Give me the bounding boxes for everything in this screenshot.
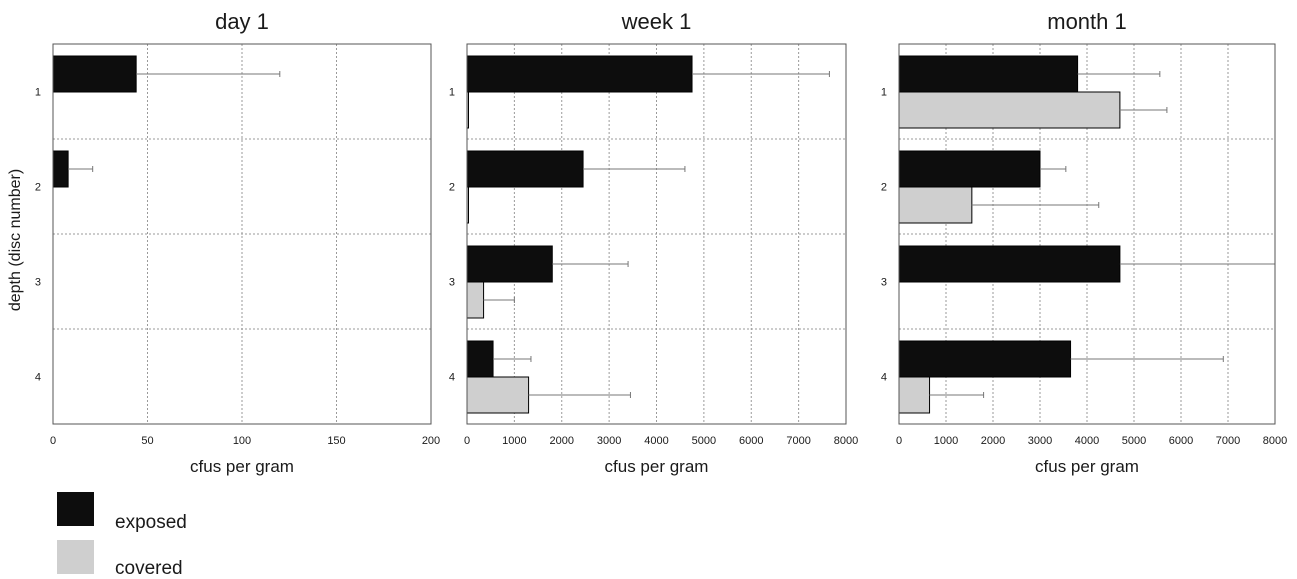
y-tick-label: 4: [449, 372, 455, 384]
panel-month-1: 1 2 3 4 0 1000 2000 3000 4000 5000 6000 7000 8000 mon…: [881, 9, 1287, 476]
panel-title: month 1: [1047, 9, 1127, 34]
y-tick-label: 2: [35, 182, 41, 194]
x-tick-label: 5000: [692, 435, 716, 447]
panel-title: week 1: [621, 9, 692, 34]
bar-exposed-disc-1: [466, 55, 693, 93]
y-tick-label: 3: [35, 277, 41, 289]
y-tick-label: 3: [881, 277, 887, 289]
y-tick-label: 4: [35, 372, 41, 384]
y-axis-label: depth (disc number): [7, 169, 24, 311]
bar-exposed-disc-2: [466, 150, 584, 188]
bar-exposed-disc-2: [52, 150, 69, 188]
x-tick-label: 200: [422, 435, 440, 447]
bar-covered-disc-4: [898, 376, 931, 414]
bar-covered-disc-3: [466, 281, 485, 319]
x-tick-label: 50: [141, 435, 153, 447]
x-tick-label: 2000: [981, 435, 1005, 447]
x-axis-label: cfus per gram: [605, 457, 709, 476]
legend: exposed covered: [57, 492, 187, 579]
panel-week-1: 1 2 3 4 0 1000 2000 3000 4000 5000 6000 7000 8000 wee…: [449, 9, 858, 476]
legend-swatch-covered: [57, 540, 94, 574]
x-tick-label: 8000: [834, 435, 858, 447]
bar-covered-disc-1: [898, 91, 1121, 129]
x-tick-label: 4000: [1075, 435, 1099, 447]
x-tick-label: 0: [50, 435, 56, 447]
x-tick-label: 5000: [1122, 435, 1146, 447]
legend-label-covered: covered: [115, 558, 183, 579]
bar-exposed-disc-4: [466, 340, 494, 378]
x-tick-label: 1000: [502, 435, 526, 447]
panel-title: day 1: [215, 9, 269, 34]
y-tick-label: 2: [881, 182, 887, 194]
x-tick-label: 0: [896, 435, 902, 447]
legend-label-exposed: exposed: [115, 512, 187, 533]
y-tick-label: 1: [449, 87, 455, 99]
bar-exposed-disc-1: [898, 55, 1079, 93]
plot-frame: [52, 43, 432, 425]
x-tick-label: 8000: [1263, 435, 1287, 447]
y-tick-label: 4: [881, 372, 887, 384]
x-tick-label: 1000: [934, 435, 958, 447]
x-tick-label: 4000: [644, 435, 668, 447]
bar-covered-disc-4: [466, 376, 530, 414]
x-tick-label: 3000: [597, 435, 621, 447]
x-tick-label: 2000: [550, 435, 574, 447]
x-tick-label: 100: [233, 435, 251, 447]
x-tick-label: 3000: [1028, 435, 1052, 447]
x-axis-label: cfus per gram: [190, 457, 294, 476]
x-tick-label: 0: [464, 435, 470, 447]
y-tick-label: 3: [449, 277, 455, 289]
plot-frame: [898, 43, 1276, 425]
panel-day-1: 1 2 3 4 0 50 100 150 200 day 1 cfus per gram: [35, 9, 440, 476]
y-tick-label: 1: [881, 87, 887, 99]
y-tick-label: 2: [449, 182, 455, 194]
y-tick-label: 1: [35, 87, 41, 99]
x-tick-label: 6000: [1169, 435, 1193, 447]
bar-exposed-disc-3: [466, 245, 553, 283]
x-tick-label: 6000: [739, 435, 763, 447]
bar-exposed-disc-3: [898, 245, 1121, 283]
bar-covered-disc-2: [898, 186, 973, 224]
legend-swatch-exposed: [57, 492, 94, 526]
x-tick-label: 150: [327, 435, 345, 447]
x-tick-label: 7000: [786, 435, 810, 447]
bar-exposed-disc-4: [898, 340, 1072, 378]
bar-exposed-disc-2: [898, 150, 1041, 188]
x-axis-label: cfus per gram: [1035, 457, 1139, 476]
plot-frame: [466, 43, 847, 425]
bar-exposed-disc-1: [52, 55, 137, 93]
x-tick-label: 7000: [1216, 435, 1240, 447]
